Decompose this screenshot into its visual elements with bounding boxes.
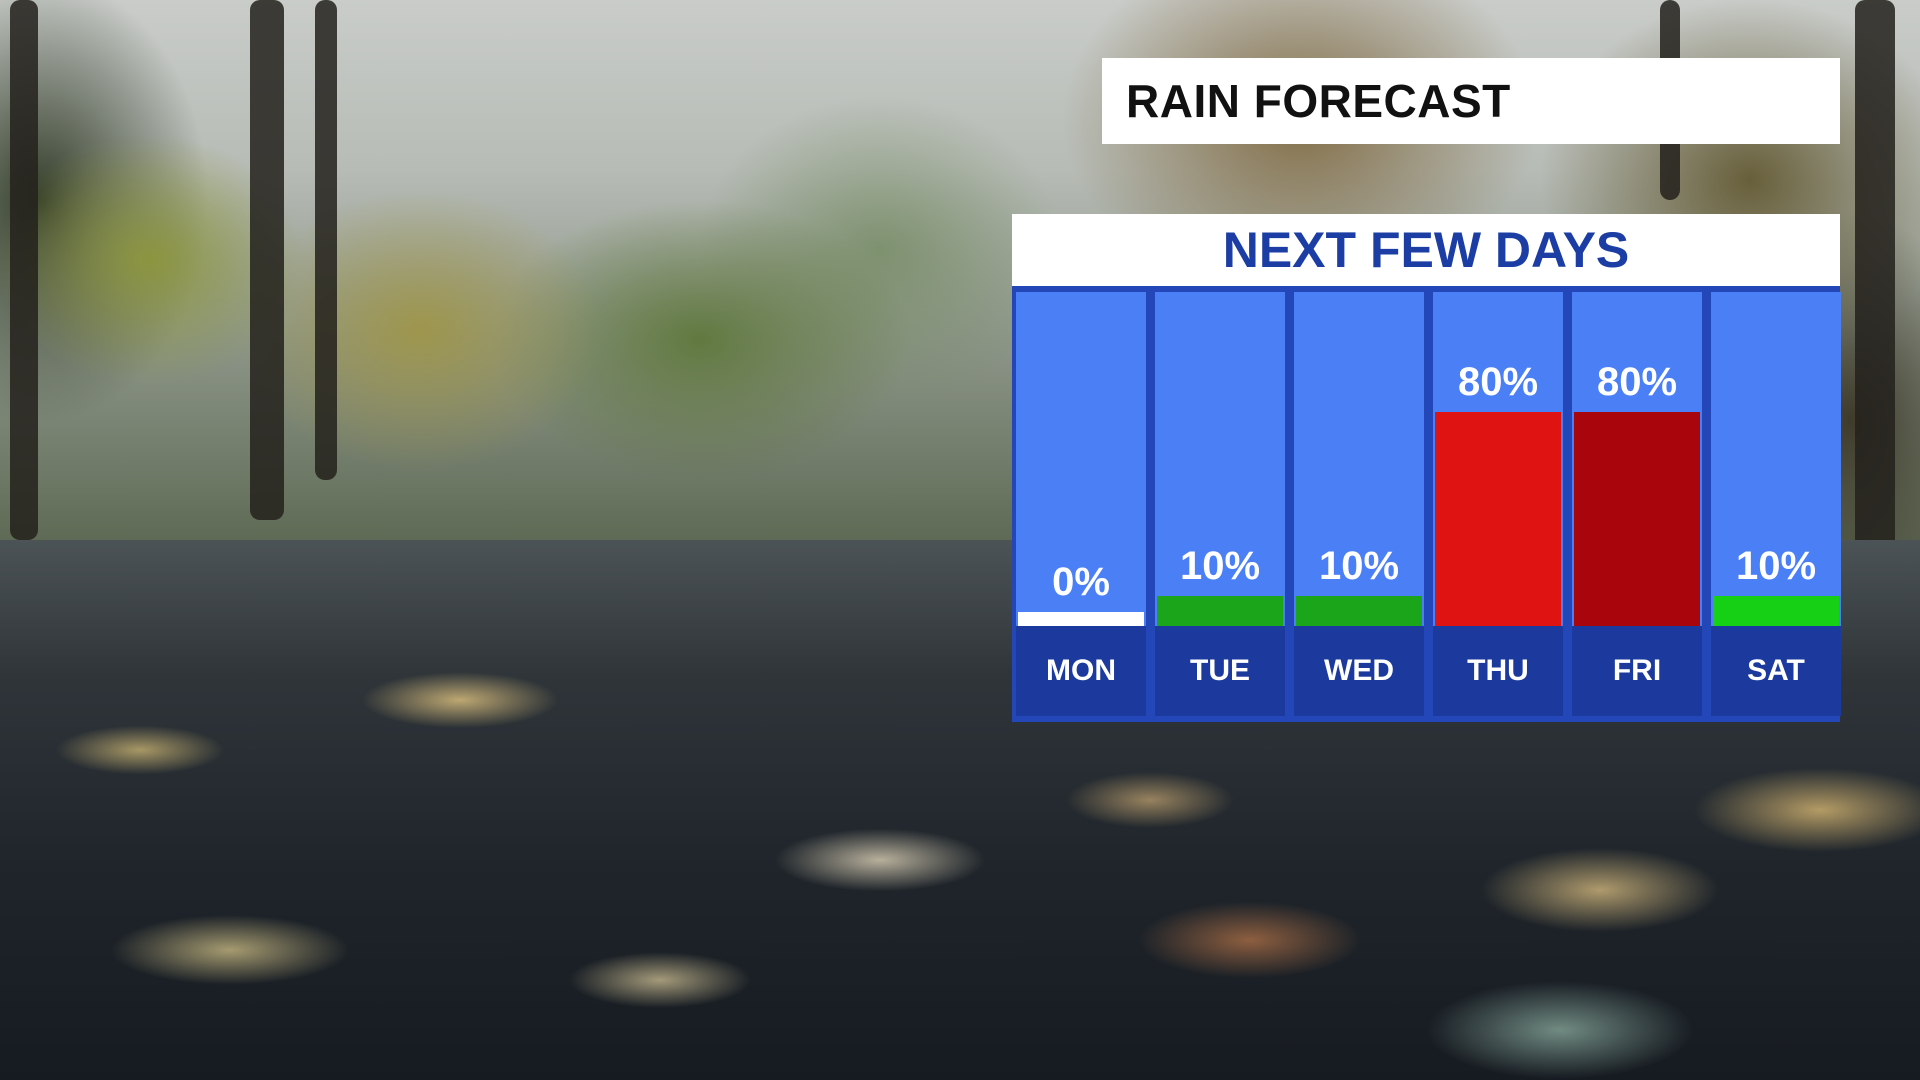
- bar-sat: [1713, 596, 1839, 626]
- day-column-thu: 80% THU: [1433, 292, 1563, 716]
- bar-fri: [1574, 412, 1700, 626]
- chart-title-banner: NEXT FEW DAYS: [1012, 214, 1840, 286]
- tree-trunk: [1855, 0, 1895, 560]
- bar-value-label: 0%: [1052, 560, 1110, 604]
- day-label: TUE: [1155, 626, 1285, 716]
- day-label: SAT: [1711, 626, 1841, 716]
- day-label: FRI: [1572, 626, 1702, 716]
- day-column-tue: 10% TUE: [1155, 292, 1285, 716]
- day-column-mon: 0% MON: [1016, 292, 1146, 716]
- bar-value-label: 10%: [1179, 544, 1261, 588]
- bar-plot-area: 0%: [1016, 292, 1146, 626]
- day-column-fri: 80% FRI: [1572, 292, 1702, 716]
- bar-plot-area: 10%: [1155, 292, 1285, 626]
- day-label: THU: [1433, 626, 1563, 716]
- bar-value-label: 10%: [1735, 544, 1817, 588]
- bar-value-label: 80%: [1596, 360, 1678, 404]
- page-title: RAIN FORECAST: [1126, 75, 1511, 127]
- bar-plot-area: 80%: [1433, 292, 1563, 626]
- day-label: MON: [1016, 626, 1146, 716]
- bar-plot-area: 10%: [1294, 292, 1424, 626]
- title-banner: RAIN FORECAST: [1102, 58, 1840, 144]
- tree-trunk: [315, 0, 337, 480]
- day-column-wed: 10% WED: [1294, 292, 1424, 716]
- tree-trunk: [10, 0, 38, 540]
- chart-title: NEXT FEW DAYS: [1222, 222, 1630, 278]
- bar-mon: [1018, 612, 1144, 626]
- bar-tue: [1157, 596, 1283, 626]
- day-label: WED: [1294, 626, 1424, 716]
- rain-chance-chart: NEXT FEW DAYS 0% MON 10% TUE 10% WED 80% THU 80%…: [1012, 214, 1841, 722]
- day-column-sat: 10% SAT: [1711, 292, 1841, 716]
- bar-thu: [1435, 412, 1561, 626]
- bar-value-label: 10%: [1318, 544, 1400, 588]
- bar-wed: [1296, 596, 1422, 626]
- bar-plot-area: 80%: [1572, 292, 1702, 626]
- bar-value-label: 80%: [1457, 360, 1539, 404]
- tree-trunk: [250, 0, 284, 520]
- bar-plot-area: 10%: [1711, 292, 1841, 626]
